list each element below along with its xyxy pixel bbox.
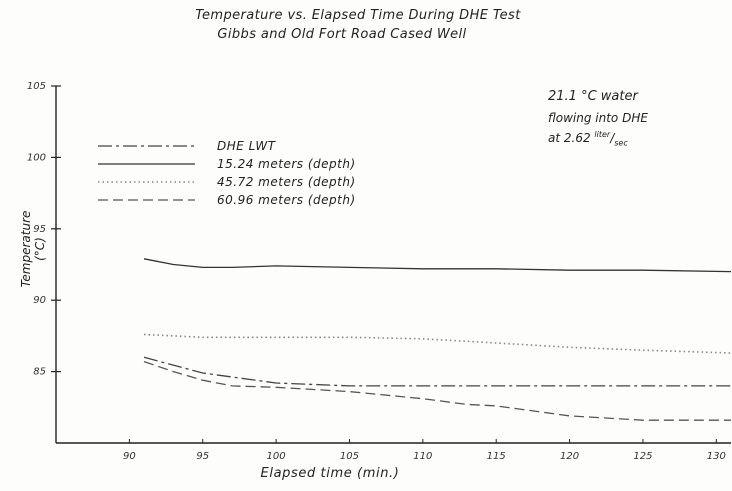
chart-subtitle: Gibbs and Old Fort Road Cased Well (217, 27, 467, 42)
x-tick-label-115: 115 (487, 451, 506, 462)
y-tick-label-100: 100 (27, 152, 46, 163)
y-tick-label-90: 90 (33, 295, 46, 306)
annotation-line-2: flowing into DHE (548, 111, 648, 125)
y-tick-label-85: 85 (33, 367, 46, 378)
x-tick-label-110: 110 (413, 451, 432, 462)
x-tick-label-105: 105 (340, 451, 359, 462)
series-line-4 (143, 360, 731, 421)
x-tick-label-125: 125 (633, 451, 652, 462)
annotation-line-1: 21.1 °C water (548, 89, 638, 104)
chart-title: Temperature vs. Elapsed Time During DHE … (195, 8, 521, 23)
y-tick-label-95: 95 (33, 224, 46, 235)
legend-label-3: 45.72 meters (depth) (217, 175, 356, 189)
y-tick-label-105: 105 (27, 81, 46, 92)
flow-unit-bottom: sec (614, 138, 628, 148)
flow-rate-value: at 2.62 (548, 131, 591, 145)
x-tick-label-130: 130 (707, 451, 726, 462)
x-tick-label-120: 120 (560, 451, 579, 462)
series-line-2 (143, 258, 732, 273)
series-line-3 (143, 333, 732, 354)
legend-label-2: 15.24 meters (depth) (217, 157, 356, 171)
x-tick-label-90: 90 (123, 451, 136, 462)
x-tick-label-95: 95 (196, 451, 209, 462)
x-tick-label-100: 100 (267, 451, 286, 462)
flow-unit-top: liter (594, 130, 611, 139)
annotation-line-3: at 2.62 liter/sec (548, 130, 628, 148)
series-line-1 (143, 356, 731, 387)
x-axis-label: Elapsed time (min.) (260, 466, 400, 481)
legend-label-4: 60.96 meters (depth) (217, 193, 356, 207)
legend-label-1: DHE LWT (217, 139, 277, 153)
